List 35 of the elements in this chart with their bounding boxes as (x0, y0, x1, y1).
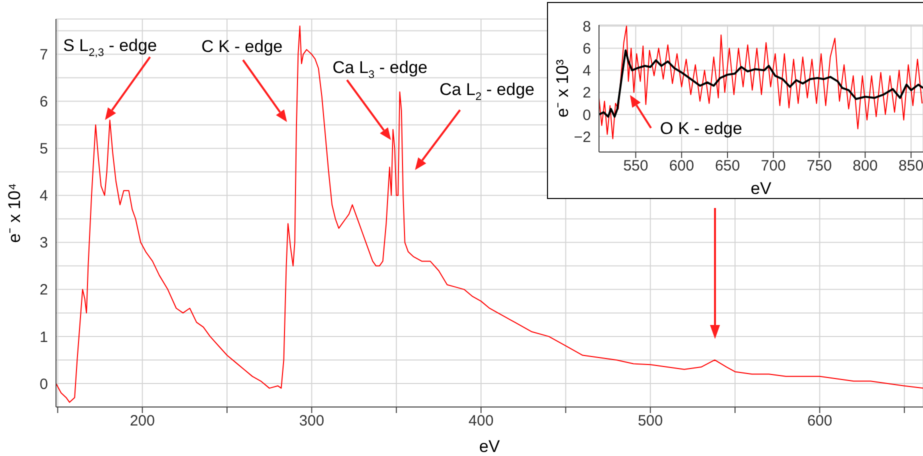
y-tick-label: 6 (582, 40, 591, 58)
x-axis-title: eV (479, 437, 501, 456)
y-tick-label: 0 (40, 376, 48, 393)
x-tick-label: 500 (638, 412, 663, 430)
x-tick-label: 200 (130, 412, 155, 430)
x-tick-label: 300 (299, 412, 324, 430)
x-tick-label: 750 (806, 158, 832, 175)
x-tick-label: 800 (852, 158, 878, 175)
annotation: Ca L$_{2}$ - edge (439, 80, 535, 103)
x-tick-label: 400 (468, 412, 494, 430)
y-tick-label: 1 (40, 328, 48, 346)
y-tick-label: 3 (40, 234, 48, 252)
y-tick-label: 4 (582, 62, 591, 80)
x-tick-label: 600 (669, 158, 694, 175)
x-tick-label: 700 (760, 158, 786, 175)
y-axis-title: e⁻ x 10³ (553, 59, 572, 118)
y-tick-label: 2 (40, 282, 48, 299)
x-tick-label: 850 (898, 158, 923, 175)
y-tick-label: 2 (582, 84, 591, 102)
x-tick-label: 650 (714, 158, 740, 175)
annotation: S L$_{2,3}$ - edge (63, 36, 157, 59)
y-axis-title: e⁻ x 10⁴ (5, 183, 24, 243)
y-tick-label: 0 (582, 106, 591, 124)
x-tick-label: 600 (807, 412, 832, 430)
annotation: C K - edge (201, 37, 283, 56)
annotation: Ca L$_{3}$ - edge (332, 58, 428, 81)
y-tick-label: 4 (40, 188, 48, 205)
y-tick-label: 7 (40, 46, 48, 64)
y-tick-label: 5 (40, 140, 48, 158)
y-tick-label: −2 (574, 128, 591, 146)
x-axis-title: eV (750, 179, 772, 198)
y-tick-label: 8 (582, 18, 591, 36)
y-tick-label: 6 (40, 94, 48, 111)
x-tick-label: 550 (623, 158, 648, 175)
annotation: O K - edge (660, 119, 742, 138)
